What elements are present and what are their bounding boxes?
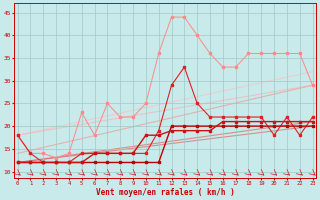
X-axis label: Vent moyen/en rafales ( km/h ): Vent moyen/en rafales ( km/h ) <box>96 188 235 197</box>
